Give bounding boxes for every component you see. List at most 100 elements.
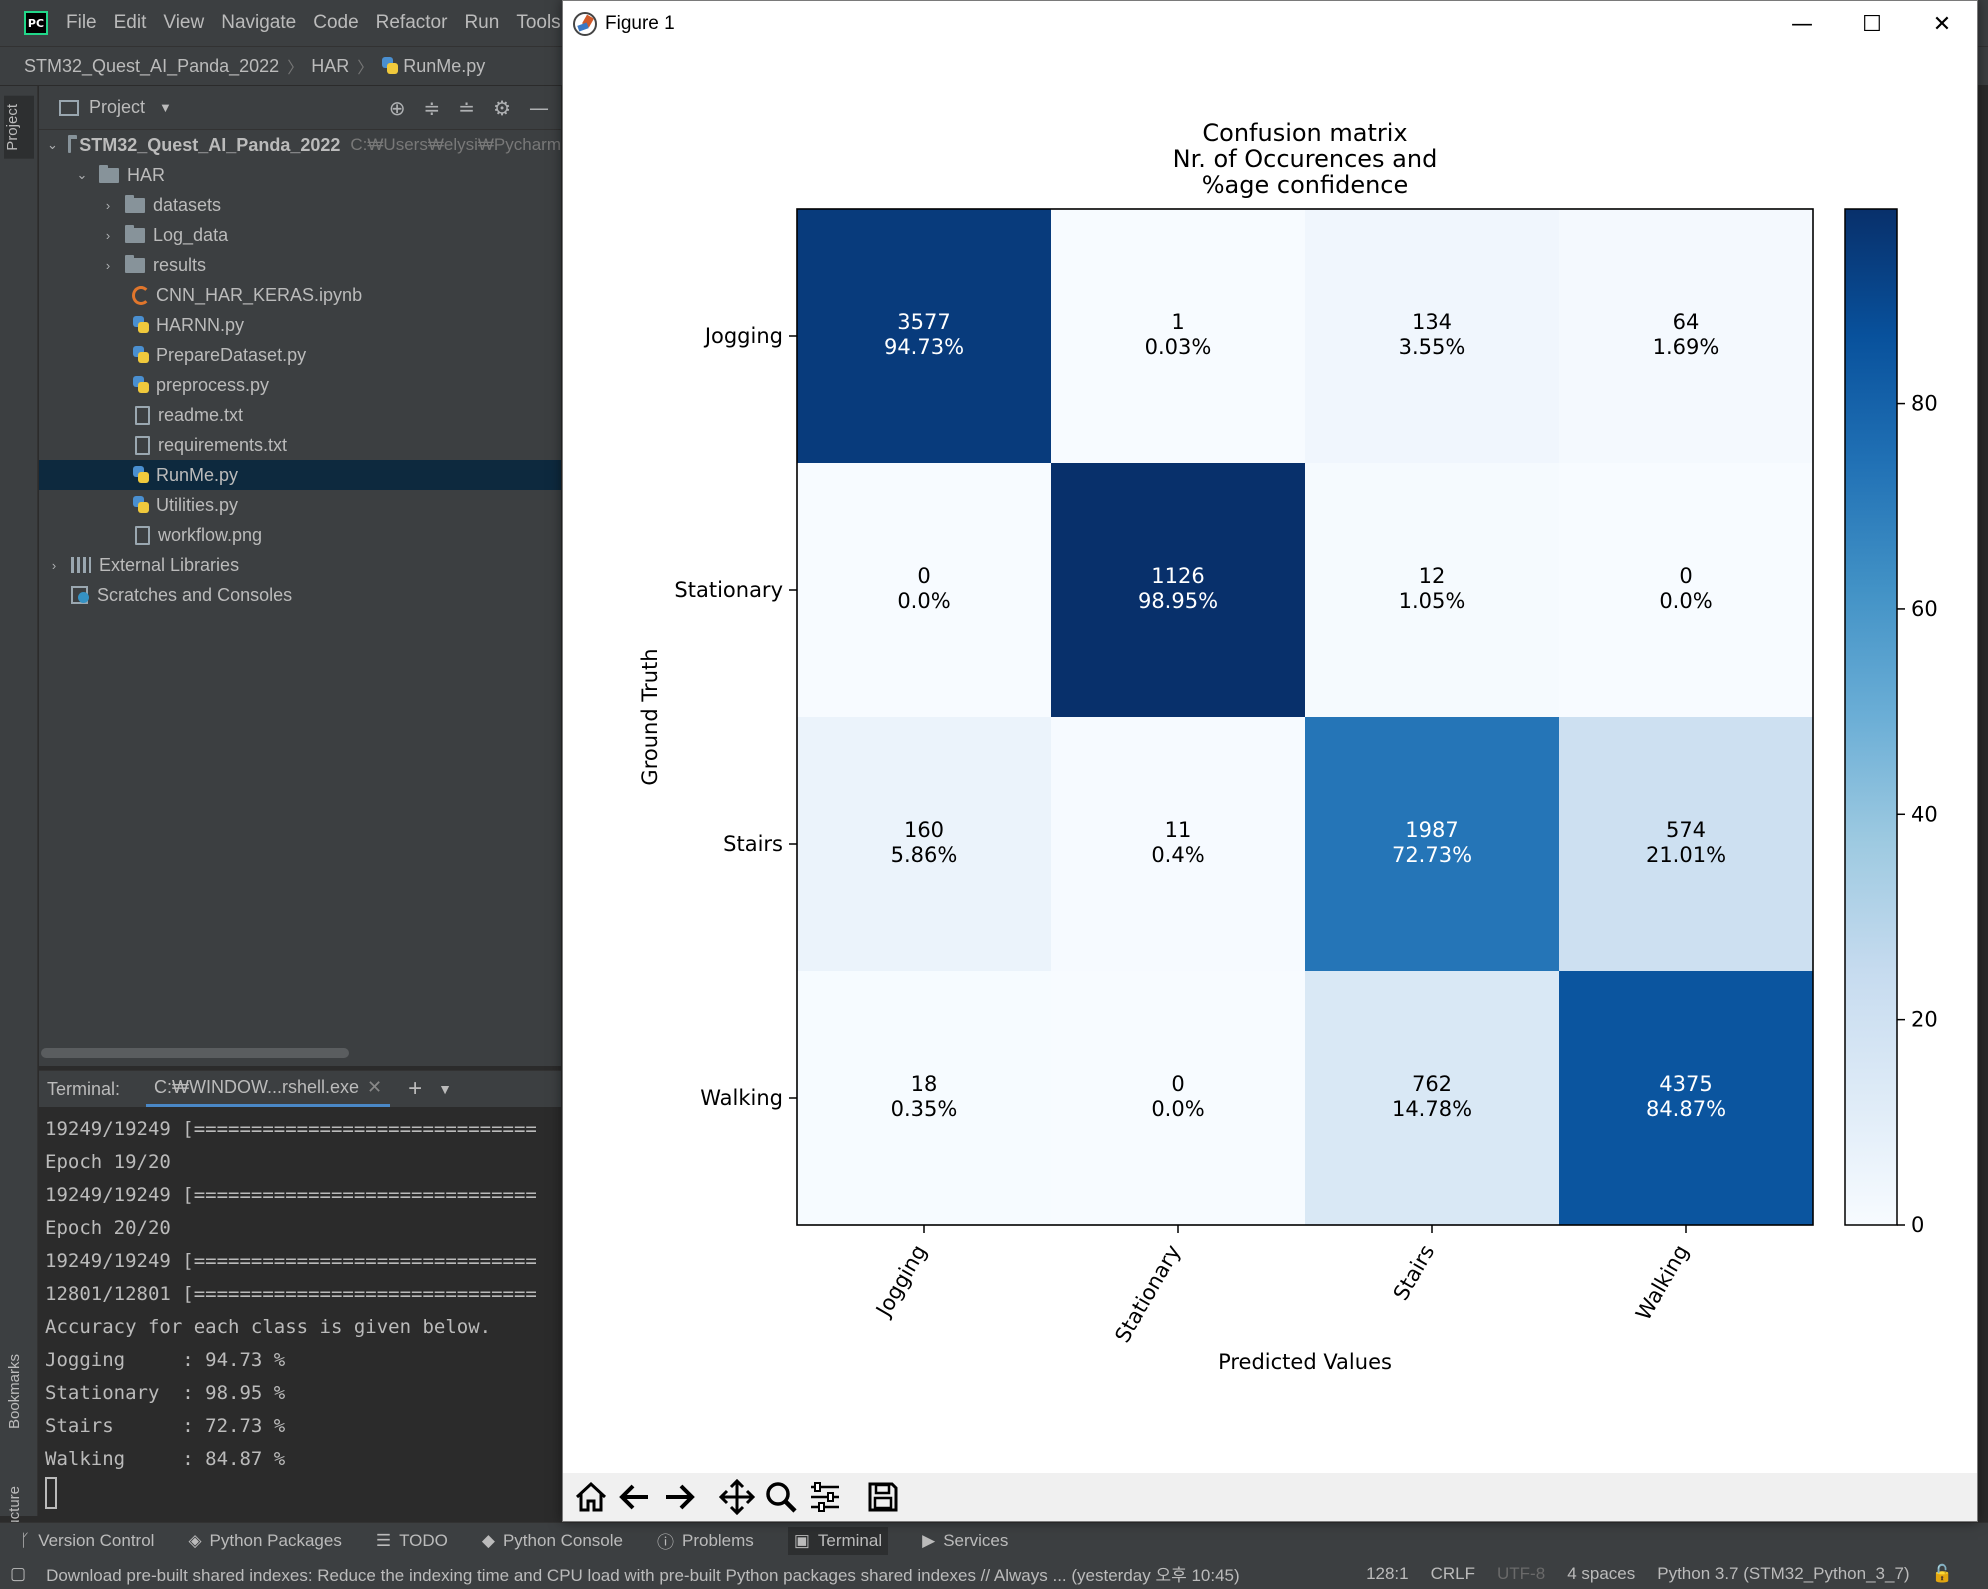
heatmap-cell	[1559, 463, 1814, 718]
python-packages-button[interactable]: ◈ Python Packages	[188, 1531, 341, 1551]
heatmap-cell	[1051, 463, 1306, 718]
gear-icon[interactable]: ⚙	[493, 96, 511, 120]
tree-item-log-data[interactable]: › Log_data	[39, 220, 561, 250]
tree-item-file-selected[interactable]: RunMe.py	[39, 460, 561, 490]
folder-icon	[125, 254, 145, 273]
zoom-icon[interactable]	[761, 1477, 801, 1517]
cell-percent-label: 0.0%	[1659, 589, 1712, 613]
chevron-down-icon[interactable]: ▼	[438, 1081, 453, 1097]
cell-percent-label: 94.73%	[884, 335, 964, 359]
cell-count-label: 12	[1419, 564, 1446, 588]
text-file-icon	[135, 435, 150, 455]
tree-item-results[interactable]: › results	[39, 250, 561, 280]
lock-icon[interactable]: 🔓	[1931, 1563, 1953, 1583]
bookmarks-tool-tab[interactable]: Bookmarks	[6, 1354, 23, 1429]
list-icon: ☰	[375, 1530, 392, 1550]
chevron-right-icon: 〉	[357, 60, 374, 77]
horizontal-scrollbar[interactable]	[41, 1048, 349, 1058]
project-panel-title[interactable]: Project	[89, 97, 146, 117]
save-icon[interactable]	[863, 1477, 903, 1517]
status-bar: ▢ Download pre-built shared indexes: Red…	[0, 1558, 1988, 1589]
collapse-all-icon[interactable]: ≐	[458, 96, 476, 120]
file-label: preprocess.py	[156, 374, 270, 395]
tree-item-file[interactable]: requirements.txt	[39, 430, 561, 460]
project-tool-tab[interactable]: Project	[4, 96, 34, 159]
project-panel-header: Project ▼	[39, 86, 561, 130]
terminal-prompt[interactable]	[45, 1476, 555, 1509]
project-panel: Project ▼ ⊕ ≑ ≐ ⚙ — ⌄ STM32_Quest_AI_Pan…	[39, 86, 561, 1066]
tree-item-file[interactable]: Utilities.py	[39, 490, 561, 520]
breadcrumb-project[interactable]: STM32_Quest_AI_Panda_2022	[24, 55, 280, 76]
menu-file[interactable]: File	[66, 12, 97, 33]
pan-icon[interactable]	[717, 1477, 757, 1517]
tree-item-file[interactable]: preprocess.py	[39, 370, 561, 400]
configure-icon[interactable]	[805, 1477, 845, 1517]
menu-code[interactable]: Code	[313, 12, 359, 33]
status-indent[interactable]: 4 spaces	[1567, 1563, 1636, 1583]
figure-canvas[interactable]: Confusion matrix Nr. of Occurences and %ag…	[563, 47, 1977, 1473]
window-controls: — ☐ ✕	[1767, 1, 1977, 47]
chevron-right-icon[interactable]: ›	[51, 557, 57, 573]
tree-item-file[interactable]: readme.txt	[39, 400, 561, 430]
menu-view[interactable]: View	[163, 12, 205, 33]
cell-count-label: 574	[1666, 818, 1706, 842]
tree-item-external-libraries[interactable]: › External Libraries	[39, 550, 561, 580]
version-control-button[interactable]: ᚴ Version Control	[20, 1531, 154, 1551]
close-button[interactable]: ✕	[1932, 11, 1952, 37]
tree-item-scratches[interactable]: Scratches and Consoles	[39, 580, 561, 610]
chevron-right-icon[interactable]: ›	[105, 257, 111, 273]
menu-tools[interactable]: Tools	[516, 12, 561, 33]
tree-item-file[interactable]: HARNN.py	[39, 310, 561, 340]
tree-item-har[interactable]: ⌄ HAR	[39, 160, 561, 190]
expand-all-icon[interactable]: ≑	[423, 96, 441, 120]
status-message[interactable]: Download pre-built shared indexes: Reduc…	[46, 1566, 1240, 1585]
home-icon[interactable]	[571, 1477, 611, 1517]
status-position[interactable]: 128:1	[1366, 1563, 1409, 1583]
plus-icon[interactable]: +	[408, 1075, 423, 1102]
chevron-down-icon[interactable]: ⌄	[76, 167, 88, 182]
problems-button[interactable]: ⓘ Problems	[657, 1528, 754, 1553]
menu-navigate[interactable]: Navigate	[221, 12, 297, 33]
forward-icon[interactable]	[659, 1477, 699, 1517]
status-encoding[interactable]: UTF-8	[1497, 1563, 1546, 1583]
cell-count-label: 134	[1412, 310, 1452, 334]
back-icon[interactable]	[615, 1477, 655, 1517]
folder-label: datasets	[153, 194, 222, 215]
maximize-button[interactable]: ☐	[1862, 11, 1882, 37]
tree-item-root[interactable]: ⌄ STM32_Quest_AI_Panda_2022 C:₩Users₩ely…	[39, 130, 561, 160]
todo-button[interactable]: ☰ TODO	[376, 1531, 448, 1551]
breadcrumb-folder[interactable]: HAR	[311, 55, 350, 76]
tree-item-file[interactable]: workflow.png	[39, 520, 561, 550]
chevron-right-icon[interactable]: ›	[105, 227, 111, 243]
image-file-icon	[135, 525, 150, 545]
hide-icon[interactable]: —	[529, 96, 549, 120]
tool-label: Python Console	[502, 1530, 623, 1550]
python-console-button[interactable]: ◆ Python Console	[482, 1531, 623, 1551]
terminal-output[interactable]: 19249/19249 [===========================…	[39, 1107, 561, 1515]
minimize-button[interactable]: —	[1791, 11, 1813, 37]
chevron-down-icon[interactable]: ▼	[159, 100, 172, 115]
locate-icon[interactable]: ⊕	[388, 96, 406, 120]
services-button[interactable]: ▶ Services	[922, 1531, 1008, 1551]
x-tick-label: Stairs	[1389, 1241, 1440, 1305]
close-icon[interactable]: ✕	[367, 1077, 383, 1097]
status-line-separator[interactable]: CRLF	[1430, 1563, 1476, 1583]
tree-item-datasets[interactable]: › datasets	[39, 190, 561, 220]
cell-percent-label: 72.73%	[1392, 843, 1472, 867]
menu-refactor[interactable]: Refactor	[375, 12, 448, 33]
tree-item-file[interactable]: CNN_HAR_KERAS.ipynb	[39, 280, 561, 310]
x-tick-label: Walking	[1631, 1241, 1693, 1325]
folder-icon	[125, 224, 145, 243]
menu-edit[interactable]: Edit	[113, 12, 147, 33]
breadcrumb-file[interactable]: RunMe.py	[403, 55, 486, 76]
chevron-down-icon[interactable]: ⌄	[47, 137, 58, 152]
terminal-button[interactable]: ▣ Terminal	[787, 1526, 889, 1555]
cell-count-label: 160	[904, 818, 944, 842]
status-window-icon[interactable]: ▢	[10, 1563, 27, 1583]
menu-run[interactable]: Run	[464, 12, 500, 33]
chevron-right-icon[interactable]: ›	[105, 197, 111, 213]
tree-item-file[interactable]: PrepareDataset.py	[39, 340, 561, 370]
bottom-tool-strip: ᚴ Version Control ◈ Python Packages ☰ TODO …	[0, 1522, 1988, 1558]
status-interpreter[interactable]: Python 3.7 (STM32_Python_3_7)	[1657, 1563, 1910, 1583]
terminal-tab[interactable]: C:₩WINDOW...rshell.exe ✕	[146, 1071, 391, 1107]
